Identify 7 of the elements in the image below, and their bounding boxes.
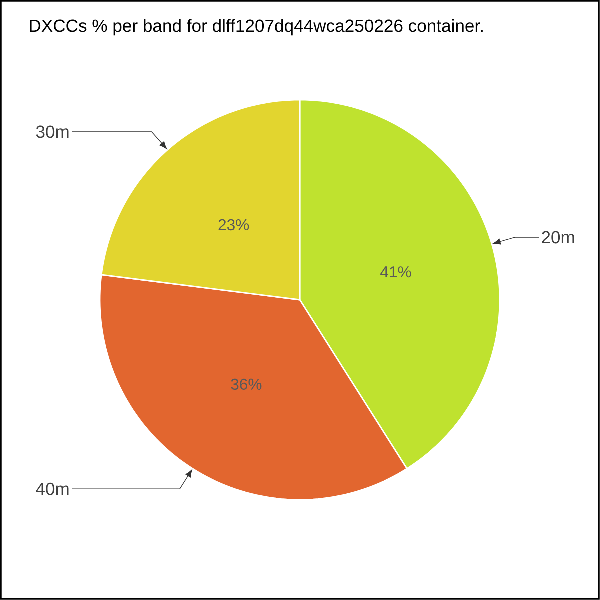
data-label: 41% — [380, 266, 412, 278]
slice-label: 30m — [36, 126, 69, 138]
slice-label: 20m — [542, 231, 574, 244]
data-label: 36% — [231, 378, 262, 390]
slice-label: 40m — [36, 482, 69, 496]
chart-title: DXCCs % per band for dlff1207dq44wca250226 container. — [30, 19, 483, 36]
data-label: 23% — [218, 219, 250, 231]
